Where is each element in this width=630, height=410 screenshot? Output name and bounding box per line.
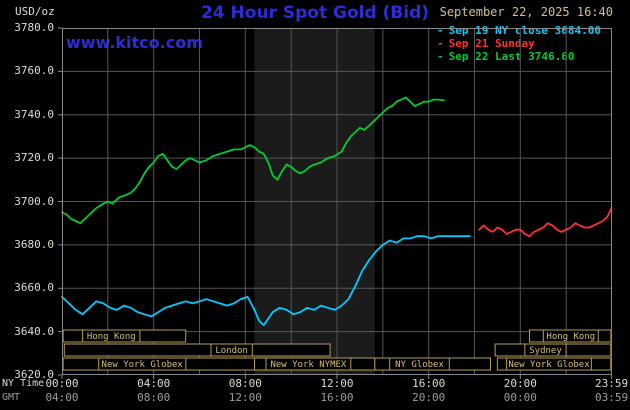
datetime-label: September 22, 2025 16:40 <box>439 5 613 19</box>
svg-text:New York Globex: New York Globex <box>508 360 590 370</box>
x-tick-label-ny: 20:00 <box>503 377 537 390</box>
plot-area: Hong Kong Hong Kong London Sydney New York G… <box>58 27 613 379</box>
x-tick-label-gmt: 04:00 <box>45 391 79 404</box>
price-line-sep-19-ny-close <box>61 235 471 327</box>
chart-title: 24 Hour Spot Gold (Bid) <box>200 3 430 23</box>
ny-time-axis-label: NY Time <box>2 378 45 389</box>
price-line-sep-21-sunday <box>478 207 613 238</box>
legend-label: Sep 22 Last 3746.60 <box>448 50 575 63</box>
legend-dash-icon: - <box>437 37 444 50</box>
y-tick-label: 3760.0 <box>14 64 54 78</box>
gmt-axis-label: GMT <box>2 392 21 403</box>
y-tick-label: 3780.0 <box>14 21 54 34</box>
y-axis-labels: 3780.0 3760.0 3740.0 3720.0 3700.0 3680.0 3660… <box>0 0 58 410</box>
session-band: New York Globex <box>62 357 255 371</box>
y-tick-label: 3640.0 <box>14 324 54 338</box>
x-tick-label-gmt: 08:00 <box>137 391 171 404</box>
legend-dash-icon: - <box>437 24 444 37</box>
session-band: Hong Kong <box>62 329 187 343</box>
x-tick-label-gmt: 12:00 <box>228 391 262 404</box>
x-tick-label-ny: 04:00 <box>137 377 171 390</box>
y-tick-label: 3680.0 <box>14 237 54 251</box>
y-tick-label: 3620.0 <box>14 368 54 381</box>
y-tick-label: 3660.0 <box>14 281 54 295</box>
x-tick-label-ny: 08:00 <box>228 377 262 390</box>
session-band: New York Globex <box>496 357 612 371</box>
kitco-link[interactable]: www.kitco.com <box>66 33 203 52</box>
legend-item: - Sep 22 Last 3746.60 <box>437 50 601 63</box>
x-tick-label-ny: 12:00 <box>320 377 354 390</box>
legend-item: - Sep 21 Sunday <box>437 37 601 50</box>
x-tick-label-gmt: 00:00 <box>503 391 537 404</box>
session-band: Sydney <box>494 343 612 357</box>
svg-text:Sydney: Sydney <box>529 346 562 356</box>
svg-text:NY Globex: NY Globex <box>395 360 444 370</box>
svg-text:New York Globex: New York Globex <box>102 360 184 370</box>
x-tick-label-ny: 00:00 <box>45 377 79 390</box>
x-tick-label-gmt: 16:00 <box>320 391 354 404</box>
legend-label: Sep 21 Sunday <box>448 37 535 50</box>
plot-border <box>62 28 612 375</box>
svg-text:Hong Kong: Hong Kong <box>87 332 136 342</box>
x-tick-label-gmt: 03:59 <box>595 391 629 404</box>
units-label: USD/oz <box>15 5 55 18</box>
session-band: Hong Kong <box>529 329 612 343</box>
y-tick-label: 3720.0 <box>14 151 54 165</box>
legend-label: Sep 19 NY close 3684.00 <box>448 24 601 37</box>
legend-item: - Sep 19 NY close 3684.00 <box>437 24 601 37</box>
y-tick-label: 3740.0 <box>14 107 54 121</box>
x-tick-label-gmt: 20:00 <box>412 391 446 404</box>
x-tick-label-ny: 16:00 <box>412 377 446 390</box>
session-band: London <box>63 343 331 357</box>
session-band: New York NYMEX <box>254 357 376 371</box>
x-tick-label-ny: 23:59 <box>595 377 629 390</box>
svg-text:London: London <box>215 346 248 356</box>
y-tick-label: 3700.0 <box>14 194 54 208</box>
legend-dash-icon: - <box>437 50 444 63</box>
legend: - Sep 19 NY close 3684.00- Sep 21 Sunday - S… <box>437 24 601 63</box>
svg-text:New York NYMEX: New York NYMEX <box>270 360 346 370</box>
session-band: NY Globex <box>374 357 491 371</box>
svg-text:Hong Kong: Hong Kong <box>546 332 595 342</box>
price-line-sep-22-last <box>61 96 445 225</box>
